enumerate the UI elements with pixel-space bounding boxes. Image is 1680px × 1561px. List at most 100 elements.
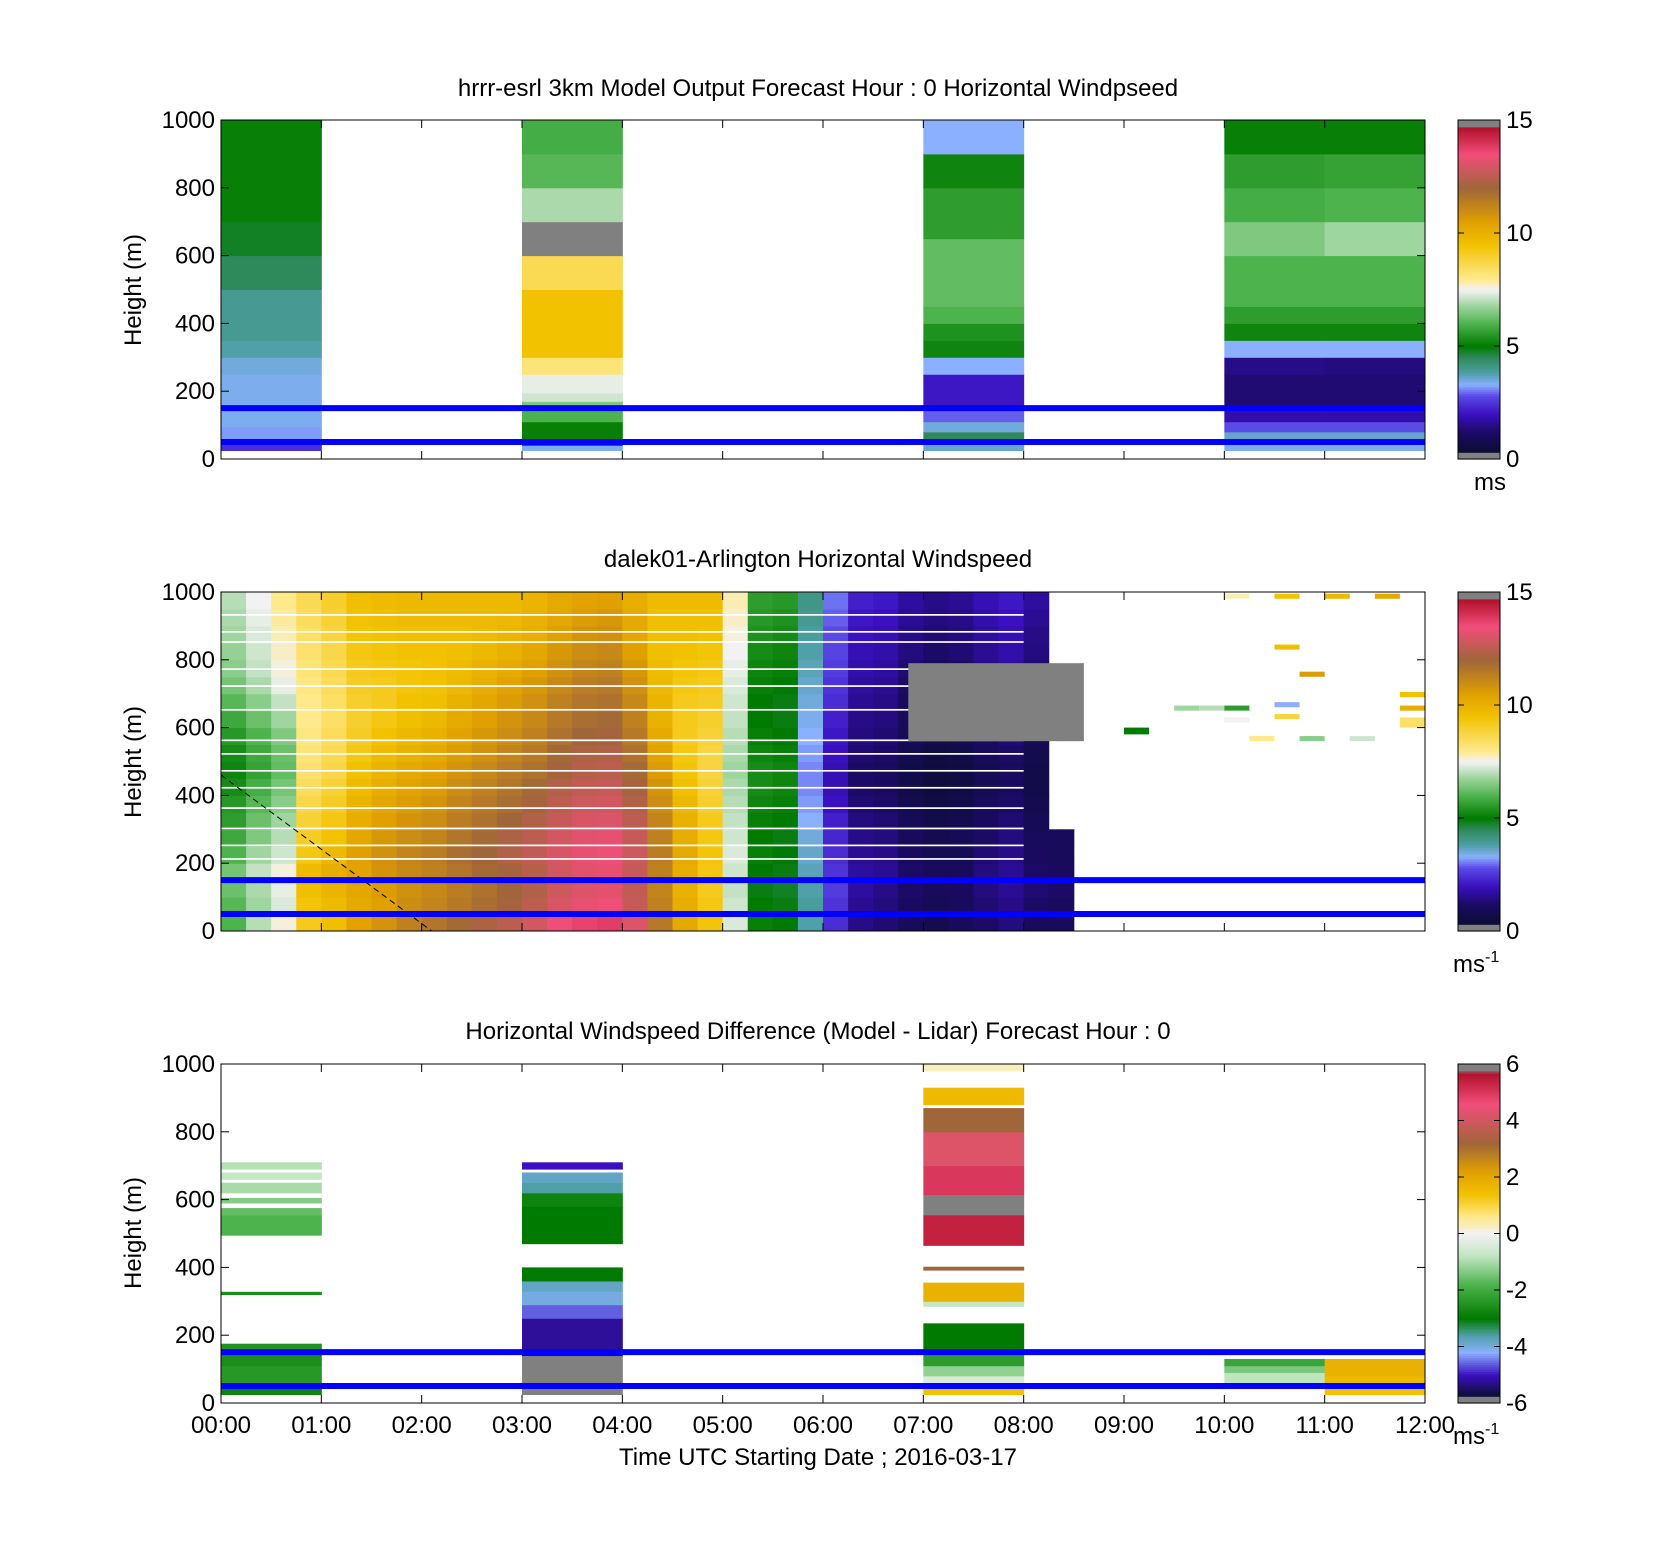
heatmap-cell bbox=[647, 710, 673, 729]
data-gap bbox=[221, 827, 1024, 830]
colorbar-segment bbox=[1458, 153, 1500, 157]
heatmap-cell bbox=[998, 795, 1025, 813]
heatmap-cell bbox=[522, 1162, 623, 1170]
colorbar-segment bbox=[1458, 1064, 1500, 1067]
colorbar-segment bbox=[1458, 1140, 1500, 1144]
heatmap-cell bbox=[346, 795, 372, 813]
heatmap-cell bbox=[1249, 736, 1275, 742]
heatmap-cell bbox=[622, 693, 648, 712]
colorbar-segment bbox=[1458, 343, 1500, 347]
heatmap-cell bbox=[271, 914, 297, 932]
heatmap-cell bbox=[848, 642, 874, 661]
heatmap-cell bbox=[622, 829, 648, 847]
heatmap-cell bbox=[1023, 642, 1050, 661]
colorbar-segment bbox=[1458, 199, 1500, 202]
colorbar-segment bbox=[1458, 705, 1500, 708]
heatmap-cell bbox=[998, 863, 1025, 881]
heatmap-cell bbox=[547, 914, 573, 932]
heatmap-cells bbox=[221, 120, 1426, 452]
heatmap-cell bbox=[296, 829, 322, 847]
colorbar-segment bbox=[1458, 607, 1500, 611]
heatmap-cell bbox=[672, 642, 699, 661]
heatmap-cell bbox=[948, 795, 974, 813]
heatmap-cell bbox=[597, 795, 623, 813]
heatmap-cell bbox=[923, 1365, 1025, 1377]
colorbar-segment bbox=[1458, 768, 1500, 772]
colorbar-segment bbox=[1458, 388, 1500, 392]
heatmap-cell bbox=[848, 863, 874, 881]
heatmap-cell bbox=[848, 727, 874, 746]
heatmap-cell bbox=[246, 642, 272, 661]
y-tick-label: 1000 bbox=[162, 107, 215, 134]
y-tick-label: 0 bbox=[202, 918, 215, 945]
heatmap-cell bbox=[622, 727, 648, 746]
heatmap-cell bbox=[973, 592, 1000, 610]
colorbar-segment bbox=[1458, 1299, 1500, 1302]
heatmap-cell bbox=[898, 829, 924, 847]
heatmap-cell bbox=[296, 592, 322, 610]
heatmap-cell bbox=[998, 846, 1025, 864]
heatmap-cell bbox=[998, 914, 1025, 932]
colorbar-segment bbox=[1458, 818, 1500, 821]
colorbar-segment bbox=[1458, 1188, 1500, 1192]
heatmap-cell bbox=[547, 592, 573, 610]
colorbar-segment bbox=[1458, 779, 1500, 783]
diagonal-dashed-line bbox=[220, 774, 432, 932]
heatmap-cell bbox=[522, 846, 548, 864]
colorbar-segment bbox=[1458, 400, 1500, 404]
heatmap-cell bbox=[848, 592, 874, 610]
heatmap-cell bbox=[396, 829, 423, 847]
heatmap-cell bbox=[246, 608, 272, 627]
heatmap-cell bbox=[496, 693, 523, 712]
heatmap-cell bbox=[522, 221, 623, 257]
colorbar-segment bbox=[1458, 727, 1500, 731]
heatmap-cell bbox=[421, 846, 448, 864]
heatmap-cell bbox=[1224, 357, 1326, 375]
colorbar-segment bbox=[1458, 210, 1500, 214]
data-gap bbox=[221, 769, 1024, 772]
heatmap-cell bbox=[1224, 1365, 1326, 1373]
colorbar-segment bbox=[1458, 1129, 1500, 1133]
colorbar-segment bbox=[1458, 364, 1500, 367]
heatmap-cell bbox=[923, 1108, 1025, 1133]
colorbar-segment bbox=[1458, 1068, 1500, 1072]
heatmap-cell bbox=[923, 914, 949, 932]
colorbar-segment bbox=[1458, 888, 1500, 891]
heatmap-cell bbox=[948, 880, 974, 898]
colorbar-segment bbox=[1458, 1127, 1500, 1131]
colorbar-segment bbox=[1458, 603, 1500, 607]
colorbar-segment bbox=[1458, 190, 1500, 193]
heatmap-cell bbox=[321, 897, 347, 915]
heatmap-cell bbox=[246, 880, 272, 898]
colorbar-segment bbox=[1458, 1380, 1500, 1384]
heatmap-cell bbox=[1324, 153, 1426, 189]
colorbar-segment bbox=[1458, 707, 1500, 711]
colorbar-segment bbox=[1458, 759, 1500, 763]
heatmap-cell bbox=[547, 863, 573, 881]
colorbar-segment bbox=[1458, 1120, 1500, 1124]
colorbar-segment bbox=[1458, 237, 1500, 241]
colorbar-segment bbox=[1458, 763, 1500, 767]
colorbar-segment bbox=[1458, 716, 1500, 720]
colorbar-segment bbox=[1458, 926, 1500, 930]
heatmap-cell bbox=[371, 914, 398, 932]
heatmap-cell bbox=[321, 846, 347, 864]
colorbar-segment bbox=[1458, 187, 1500, 191]
heatmap-cell bbox=[346, 846, 372, 864]
heatmap-cell bbox=[597, 693, 623, 712]
colorbar-segment bbox=[1458, 1122, 1500, 1126]
colorbar-tick-label: 2 bbox=[1506, 1164, 1519, 1191]
heatmap-cell bbox=[647, 727, 673, 746]
colorbar-segment bbox=[1458, 1077, 1500, 1081]
colorbar-tick-label: 15 bbox=[1506, 579, 1533, 606]
heatmap-cell bbox=[1224, 593, 1250, 599]
heatmap-cell bbox=[597, 710, 623, 729]
colorbar-segment bbox=[1458, 1104, 1500, 1108]
x-tick-label: 00:00 bbox=[191, 1412, 251, 1439]
colorbar-segment bbox=[1458, 594, 1500, 598]
colorbar-segment bbox=[1458, 1296, 1500, 1300]
heatmap-cell bbox=[848, 914, 874, 932]
heatmap-cell bbox=[672, 880, 699, 898]
heatmap-cell bbox=[271, 812, 297, 830]
heatmap-cell bbox=[572, 863, 598, 881]
